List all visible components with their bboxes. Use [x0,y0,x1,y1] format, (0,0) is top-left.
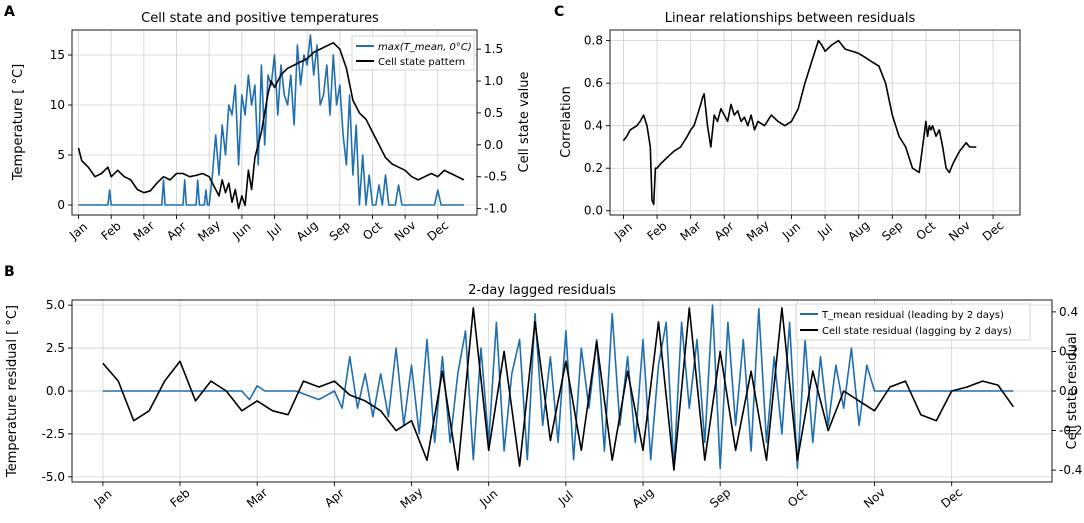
chart-a-y2tick-label: -0.5 [484,170,507,184]
chart-c-series-0 [622,39,977,206]
chart-b-series-0 [102,304,1014,470]
chart-b-y2label: Cell state residual [1065,332,1080,449]
chart-c-ytick-label: 0.6 [584,76,603,90]
chart-a-title: Cell state and positive temperatures [141,11,379,26]
chart-c-series [622,39,977,206]
chart-c-xtick-label: Dec [980,218,1007,244]
chart-a-y2tick-label: 1.0 [484,74,503,88]
chart-panel-a: Cell state and positive temperatures Jan… [11,11,532,244]
chart-c-frame [609,29,1021,216]
chart-c-xtick-label: Nov [946,218,973,244]
chart-a-xtick-label: Feb [99,219,124,243]
chart-a-xtick-label: Apr [164,219,189,243]
chart-c-ytick-label: 0.0 [584,204,603,218]
chart-c-ytick-label: 0.4 [584,119,603,133]
chart-b-xtick-label: Nov [861,485,888,511]
chart-c-xtick-label: Jan [611,220,635,243]
chart-b-ytick-label: 0.0 [46,384,65,398]
chart-a-legend-label-temp: max(T_mean, 0°C) [378,42,472,53]
panel-label-a: A [4,4,15,20]
chart-c-xtick-label: Sep [879,218,905,243]
chart-c-ylabel: Correlation [559,86,574,158]
chart-b-legend-label-cell: Cell state residual (lagging by 2 days) [822,326,1012,337]
chart-b-legend-label-temp: T_mean residual (leading by 2 days) [821,310,1004,321]
chart-c-xtick-label: Oct [913,219,938,243]
chart-b-y2tick-label: -0.4 [1059,463,1082,477]
chart-b-xtick-label: Jun [476,487,500,510]
chart-b-y2tick-label: 0.0 [1059,384,1078,398]
chart-a-legend-box [351,35,475,71]
chart-b-legend: T_mean residual (leading by 2 days) Cell… [795,303,1031,341]
chart-a-xtick-label: Aug [294,218,321,244]
chart-a-xtick-label: Jul [264,221,285,242]
chart-b-xtick-label: Dec [938,485,965,511]
chart-c-xtick-label: Apr [712,219,737,243]
chart-a-xtick-label: Dec [424,218,451,244]
chart-a-legend: max(T_mean, 0°C) Cell state pattern [351,35,475,71]
chart-b-xtick-label: Feb [167,486,192,510]
chart-b-ytick-label: -5.0 [42,470,65,484]
chart-a-y2tick-label: -1.0 [484,202,507,216]
chart-panel-b: 2-day lagged residuals Jan Feb Mar Apr May Ju… [5,283,1082,511]
chart-b-xtick-label: Oct [785,486,810,510]
chart-a-y2tick-label: 0.5 [484,106,503,120]
chart-b-y2tick-label: -0.2 [1059,424,1082,438]
chart-c-ytick-label: 0.2 [584,161,603,175]
chart-a-xtick-label: Nov [392,218,419,244]
chart-b-ytick-label: 2.5 [46,341,65,355]
chart-a-xtick-label: Oct [360,219,385,243]
chart-b-xtick-label: Jan [91,487,115,510]
chart-b-xtick-label: Mar [244,485,270,510]
chart-a-xtick-label: May [195,218,223,245]
chart-a-xtick-label: Jun [229,220,253,243]
chart-a-series-0 [78,34,464,206]
chart-b-ytick-label: 5.0 [46,298,65,312]
chart-b-xtick-label: Apr [322,486,347,510]
chart-b-title: 2-day lagged residuals [468,283,616,298]
chart-a-ytick-label: 0 [57,198,65,212]
chart-b-series-1 [102,307,1015,471]
chart-a-ylabel: Temperature [ °C] [11,64,26,181]
chart-b-legend-box [795,303,1031,341]
panel-label-b: B [4,264,15,280]
chart-b-y2tick-label: 0.2 [1059,344,1078,358]
chart-b-xtick-label: Aug [630,485,657,511]
chart-a-y2tick-label: 0.0 [484,138,503,152]
chart-a-xtick-label: Mar [131,218,157,243]
chart-a-ytick-label: 5 [57,148,65,162]
chart-a-y2label: Cell state value [517,71,532,172]
chart-b-ylabel: Temperature residual [ °C] [5,305,20,478]
chart-c-xtick-label: May [744,218,772,245]
chart-a-ytick-label: 10 [50,98,65,112]
chart-c-xtick-label: Mar [677,218,703,243]
chart-b-xtick-label: May [398,485,426,512]
chart-a-xtick-label: Sep [327,218,353,243]
chart-panel-c: Linear relationships between residuals J… [559,11,1021,245]
chart-a-xtick-label: Jan [66,220,90,243]
chart-a-series-1 [77,41,465,210]
chart-c-xtick-label: Aug [845,218,872,244]
chart-c-ytick-label: 0.8 [584,34,603,48]
chart-b-xtick-label: Jul [555,488,576,509]
chart-a-ticks: Jan Feb Mar Apr May Jun Jul Aug Sep Oct Nov Dec 0 5 10… [50,42,508,244]
chart-a-y2tick-label: 1.5 [484,42,503,56]
chart-b-ytick-label: -2.5 [42,427,65,441]
chart-b-y2tick-label: 0.4 [1059,305,1078,319]
chart-b-series [102,304,1015,471]
chart-a-series [77,34,465,210]
chart-c-ticks: Jan Feb Mar Apr May Jun Jul Aug Sep Oct Nov Dec 0.0 0… [584,34,1007,245]
chart-c-xtick-label: Jun [779,220,803,243]
chart-c-title: Linear relationships between residuals [665,11,916,26]
chart-b-xtick-label: Sep [707,485,733,510]
chart-c-xtick-label: Jul [814,221,835,242]
panel-label-c: C [554,4,564,20]
chart-a-ytick-label: 15 [50,48,65,62]
chart-a-legend-label-cell: Cell state pattern [378,57,465,68]
chart-c-grid [610,30,1020,215]
chart-c-xtick-label: Feb [644,219,669,243]
